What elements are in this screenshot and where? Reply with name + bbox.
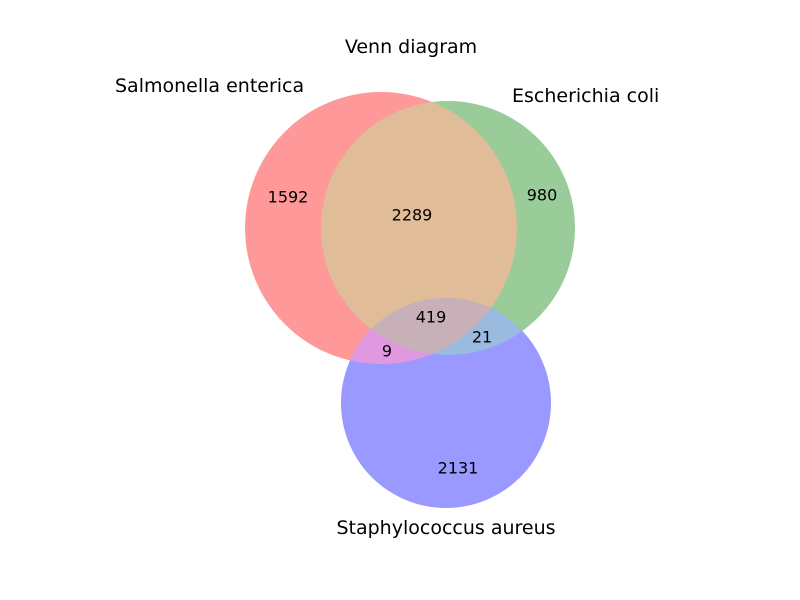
set-label-staph: Staphylococcus aureus (336, 517, 555, 539)
diagram-title: Venn diagram (345, 36, 477, 58)
count-only-staph: 2131 (438, 459, 479, 478)
set-label-salmonella: Salmonella enterica (115, 75, 304, 97)
count-salmonella-staph: 9 (382, 342, 392, 361)
count-only-ecoli: 980 (527, 186, 558, 205)
count-only-salmonella: 1592 (268, 188, 309, 207)
set-label-ecoli: Escherichia coli (512, 85, 659, 107)
count-salmonella-ecoli: 2289 (392, 206, 433, 225)
count-all-three: 419 (416, 308, 447, 327)
count-ecoli-staph: 21 (472, 328, 492, 347)
